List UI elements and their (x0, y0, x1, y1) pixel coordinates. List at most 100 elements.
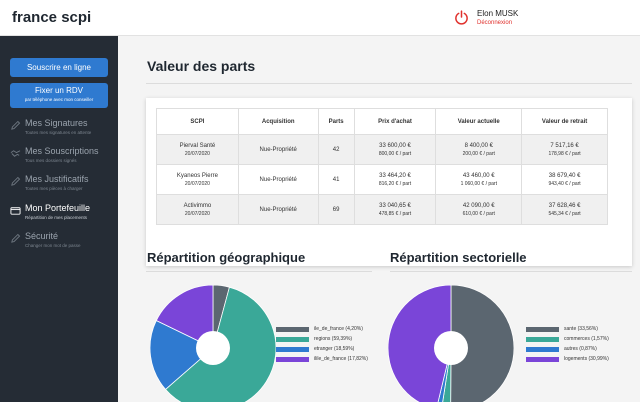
cell-prix: 33 464,20 €816,20 € / part (353, 164, 437, 195)
scpi-date: 20/07/2020 (184, 180, 210, 187)
legend-swatch (276, 357, 309, 362)
table-row: Kyaneos Pierre 20/07/2020 Nue-Propriété 4… (156, 164, 608, 195)
rdv-button-label: Fixer un RDV (34, 86, 83, 95)
legend-label: ilile_de_france (17,82%) (314, 356, 368, 362)
actuelle-total: 8 400,00 € (464, 142, 493, 149)
actuelle-unit: 610,00 € / part (462, 210, 495, 217)
col-parts: Parts (317, 108, 355, 135)
legend-label: ile_de_france (4,20%) (314, 326, 363, 332)
section-title-parts: Valeur des parts (147, 58, 256, 74)
cell-prix: 33 040,65 €478,85 € / part (353, 194, 437, 225)
actuelle-unit: 1 060,00 € / part (460, 180, 497, 187)
sidebar-item-souscriptions[interactable]: Mes Souscriptions Tous mes dossiers sign… (10, 146, 114, 170)
cell-scpi: Pierval Santé 20/07/2020 (156, 134, 239, 165)
prix-unit: 800,00 € / part (378, 150, 412, 157)
pie-slice[interactable] (150, 319, 214, 390)
cell-acquisition: Nue-Propriété (237, 194, 319, 225)
scpi-name: Pierval Santé (179, 142, 216, 149)
legend-swatch (276, 347, 309, 352)
sidebar-item-label: Mes Souscriptions (25, 146, 99, 156)
sidebar-item-sub: Répartition de mes placements (25, 215, 88, 220)
cell-parts: 41 (317, 164, 355, 195)
scpi-date: 20/07/2020 (184, 210, 210, 217)
sidebar-item-label: Mes Signatures (25, 118, 88, 128)
sidebar-item-securite[interactable]: Sécurité Changer mon mot de passe (10, 231, 114, 255)
pen-icon (11, 176, 21, 186)
subscribe-button[interactable]: Souscrire en ligne (10, 58, 108, 77)
scpi-name: Kyaneos Pierre (176, 172, 218, 179)
top-bar: france scpi Elon MUSK Déconnexion (0, 0, 640, 36)
legend-swatch (526, 337, 559, 342)
sidebar-item-label: Mes Justificatifs (25, 174, 89, 184)
cell-retrait: 7 517,16 €178,98 € / part (521, 134, 608, 165)
pie-slice[interactable] (388, 285, 452, 402)
legend-swatch (276, 327, 309, 332)
prix-total: 33 464,20 € (379, 172, 411, 179)
actuelle-total: 43 460,00 € (462, 172, 495, 179)
col-scpi: SCPI (156, 108, 239, 135)
cell-parts: 42 (317, 134, 355, 165)
logout-link[interactable]: Déconnexion (477, 20, 513, 26)
sector-pie-chart (388, 285, 514, 402)
col-acquisition: Acquisition (237, 108, 319, 135)
retrait-unit: 178,98 € / part (548, 150, 581, 157)
cell-actuelle: 8 400,00 €200,00 € / part (435, 134, 523, 165)
section-title-geo: Répartition géographique (147, 250, 306, 265)
divider (146, 271, 372, 272)
power-icon[interactable] (454, 10, 469, 25)
sidebar-item-portefeuille[interactable]: Mon Portefeuille Répartition de mes plac… (10, 203, 114, 227)
legend-label: regions (59,39%) (314, 336, 353, 342)
scpi-date: 20/07/2020 (184, 150, 210, 157)
legend-label: commerces (1,57%) (564, 336, 609, 342)
brand-logo[interactable]: france scpi (12, 9, 92, 26)
pie-slice[interactable] (155, 285, 214, 349)
rdv-button[interactable]: Fixer un RDV par téléphone avec mon cons… (10, 83, 108, 108)
cell-acquisition: Nue-Propriété (237, 164, 319, 195)
col-valeur-retrait: Valeur de retrait (521, 108, 608, 135)
retrait-unit: 545,34 € / part (548, 210, 581, 217)
cell-acquisition: Nue-Propriété (237, 134, 319, 165)
cell-retrait: 37 628,46 €545,34 € / part (521, 194, 608, 225)
cell-prix: 33 600,00 €800,00 € / part (353, 134, 437, 165)
table-row: Activimmo 20/07/2020 Nue-Propriété 69 33 … (156, 194, 608, 225)
legend-swatch (276, 337, 309, 342)
prix-unit: 478,85 € / part (378, 210, 412, 217)
pie-slice[interactable] (450, 285, 514, 402)
scpi-name: Activimmo (183, 202, 212, 209)
handshake-icon (10, 150, 21, 157)
legend-label: sante (33,56%) (564, 326, 598, 332)
table-row: Pierval Santé 20/07/2020 Nue-Propriété 42… (156, 134, 608, 165)
donut-hole (434, 331, 468, 365)
sidebar-item-sub: Toutes mes pièces à charger (25, 186, 83, 191)
cell-scpi: Activimmo 20/07/2020 (156, 194, 239, 225)
cell-actuelle: 42 090,00 €610,00 € / part (435, 194, 523, 225)
legend-label: autres (0,87%) (564, 346, 597, 352)
section-title-sector: Répartition sectorielle (390, 250, 527, 265)
geo-pie-chart (150, 285, 276, 402)
main-content: Valeur des parts SCPI Acquisition Parts … (118, 36, 640, 402)
sidebar-item-sub: Tous mes dossiers signés (25, 158, 77, 163)
sidebar-item-label: Sécurité (25, 231, 59, 241)
sidebar-item-justificatifs[interactable]: Mes Justificatifs Toutes mes pièces à ch… (10, 174, 114, 198)
sidebar-item-label: Mon Portefeuille (25, 203, 91, 213)
donut-hole (196, 331, 230, 365)
cell-parts: 69 (317, 194, 355, 225)
actuelle-total: 42 090,00 € (462, 202, 495, 209)
prix-total: 33 040,65 € (379, 202, 411, 209)
wallet-icon (10, 207, 21, 215)
parts-card: SCPI Acquisition Parts Prix d'achat Vale… (146, 98, 632, 266)
divider (146, 83, 632, 84)
prix-total: 33 600,00 € (379, 142, 411, 149)
retrait-total: 38 679,40 € (548, 172, 581, 179)
retrait-unit: 943,40 € / part (548, 180, 581, 187)
legend-label: etranger (18,59%) (314, 346, 355, 352)
table-header-row: SCPI Acquisition Parts Prix d'achat Vale… (156, 108, 608, 135)
sidebar-item-signatures[interactable]: Mes Signatures Toutes mes signatures en … (10, 118, 114, 142)
col-valeur-actuelle: Valeur actuelle (435, 108, 523, 135)
legend-label: logements (30,99%) (564, 356, 609, 362)
rdv-button-sub: par téléphone avec mon conseiller (24, 97, 94, 102)
pen-icon (11, 233, 21, 243)
actuelle-unit: 200,00 € / part (462, 150, 495, 157)
legend-swatch (526, 347, 559, 352)
user-name: Elon MUSK (477, 9, 519, 18)
